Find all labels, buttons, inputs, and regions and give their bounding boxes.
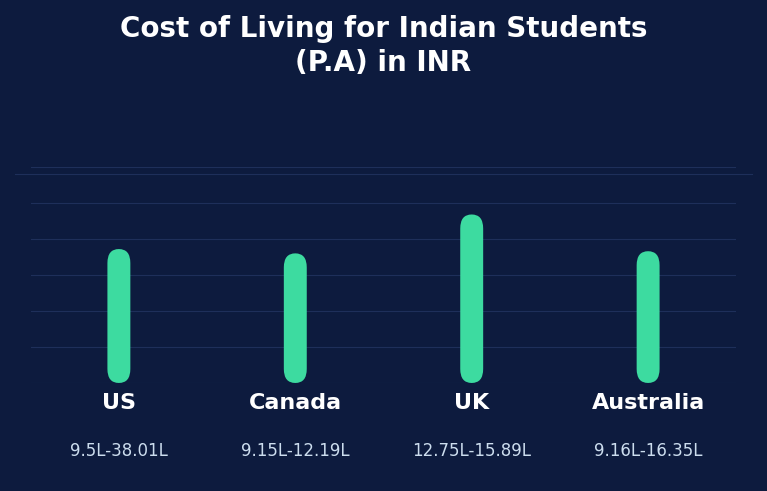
- Text: 12.75L-15.89L: 12.75L-15.89L: [412, 442, 532, 460]
- Text: 9.15L-12.19L: 9.15L-12.19L: [241, 442, 350, 460]
- FancyBboxPatch shape: [107, 249, 130, 383]
- FancyBboxPatch shape: [460, 215, 483, 383]
- Text: 9.5L-38.01L: 9.5L-38.01L: [70, 442, 168, 460]
- FancyBboxPatch shape: [637, 251, 660, 383]
- Text: UK: UK: [454, 393, 489, 413]
- Text: US: US: [102, 393, 136, 413]
- Text: Cost of Living for Indian Students
(P.A) in INR: Cost of Living for Indian Students (P.A)…: [120, 15, 647, 77]
- FancyBboxPatch shape: [284, 253, 307, 383]
- Text: 9.16L-16.35L: 9.16L-16.35L: [594, 442, 703, 460]
- Text: Australia: Australia: [591, 393, 705, 413]
- Text: Canada: Canada: [249, 393, 342, 413]
